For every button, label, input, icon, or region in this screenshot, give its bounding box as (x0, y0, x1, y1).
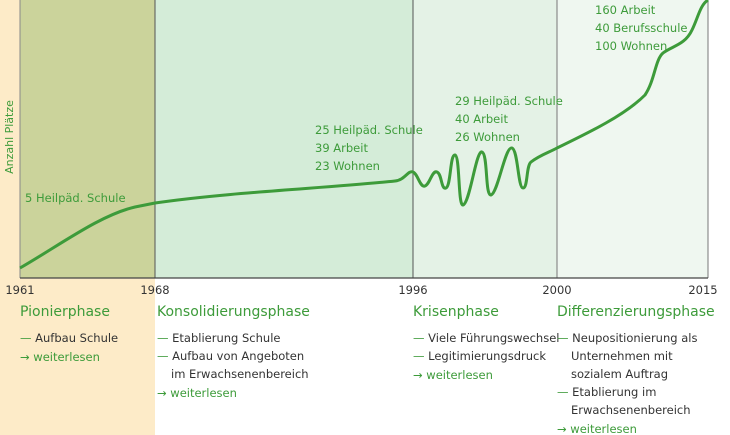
phase-background (155, 0, 413, 278)
annotation: 160 Arbeit (595, 3, 656, 17)
annotation: 40 Arbeit (455, 112, 508, 126)
annotation: 5 Heilpäd. Schule (25, 191, 126, 205)
year-label: 1968 (140, 283, 170, 297)
phase-background (20, 0, 155, 278)
read-more-link[interactable]: weiterlesen (557, 422, 637, 435)
phase-item: Viele Führungswechsel (413, 331, 559, 345)
phase-item: Etablierung Schule (157, 331, 280, 345)
year-label: 2000 (542, 283, 572, 297)
annotation: 29 Heilpäd. Schule (455, 94, 563, 108)
phase-item: Legitimierungsdruck (413, 349, 546, 363)
read-more-link[interactable]: weiterlesen (413, 368, 493, 382)
phase-item: Neupositionierung als (557, 331, 697, 345)
phase-item: Etablierung im (557, 385, 656, 399)
phase-background (413, 0, 557, 278)
phase-item: sozialem Auftrag (571, 367, 669, 381)
read-more-link[interactable]: weiterlesen (157, 386, 237, 400)
phase-item: Aufbau Schule (20, 331, 118, 345)
year-label: 1961 (5, 283, 35, 297)
annotation: 26 Wohnen (455, 130, 520, 144)
year-label: 2015 (688, 283, 718, 297)
y-axis-label: Anzahl Plätze (2, 100, 16, 174)
annotation: 100 Wohnen (595, 39, 668, 53)
phase-background (557, 0, 708, 278)
annotation: 39 Arbeit (315, 141, 368, 155)
phase-title: Pionierphase (20, 304, 110, 320)
read-more-link[interactable]: weiterlesen (20, 350, 100, 364)
phase-item: im Erwachsenenbereich (171, 367, 309, 381)
annotation: 23 Wohnen (315, 159, 380, 173)
phase-item: Aufbau von Angeboten (157, 349, 304, 363)
phase-item: Unternehmen mit (571, 349, 673, 363)
year-label: 1996 (398, 283, 428, 297)
phase-title: Krisenphase (413, 304, 499, 320)
growth-curve (19, 0, 709, 270)
phase-title: Differenzierungsphase (557, 304, 715, 320)
annotation: 40 Berufsschule (595, 21, 688, 35)
phase-item: Erwachsenenbereich (571, 403, 691, 417)
phase-title: Konsolidierungsphase (157, 304, 310, 320)
annotation: 25 Heilpäd. Schule (315, 123, 423, 137)
